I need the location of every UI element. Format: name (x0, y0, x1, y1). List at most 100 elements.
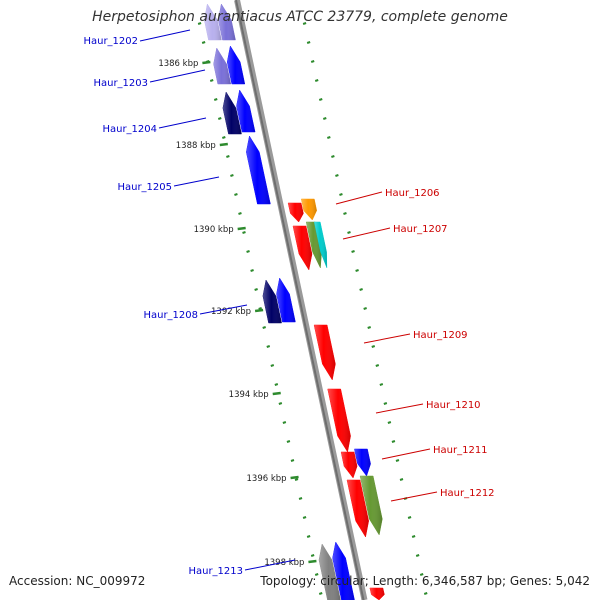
gene-haur-1206b-arrow[interactable] (300, 198, 317, 221)
gene-haur-1202-arrow[interactable] (204, 3, 222, 41)
reverse-gene-label[interactable]: Haur_1206 (385, 188, 440, 199)
major-tick (219, 142, 228, 147)
forward-minor-tick (270, 364, 275, 367)
gene-haur-1211b-arrow[interactable] (354, 448, 371, 477)
reverse-minor-tick (314, 79, 319, 82)
reverse-minor-tick (351, 250, 355, 253)
forward-minor-tick (278, 402, 283, 405)
forward-gene-label[interactable]: Haur_1205 (117, 182, 172, 193)
gene-haur-1207c-arrow[interactable] (313, 221, 328, 269)
reverse-minor-tick (371, 345, 376, 348)
forward-minor-tick (238, 212, 242, 215)
major-tick (272, 391, 281, 396)
accession-value: NC_009972 (76, 574, 146, 588)
gene-haur-1203-arrow[interactable] (213, 47, 232, 85)
map-title: Herpetosiphon aurantiacus ATCC 23779, co… (92, 9, 508, 25)
reverse-minor-tick (411, 535, 416, 538)
forward-minor-tick (254, 288, 258, 291)
forward-minor-tick (298, 497, 303, 500)
gene-haur-1214-arrow[interactable] (369, 587, 385, 600)
reverse-minor-tick (339, 193, 343, 196)
reverse-minor-tick (318, 98, 323, 101)
forward-leader-line (244, 559, 296, 571)
major-tick (202, 60, 211, 65)
gene-haur-1208-arrow[interactable] (262, 279, 282, 324)
reverse-gene-label[interactable]: Haur_1207 (393, 224, 448, 235)
gene-haur-1209-arrow[interactable] (313, 324, 336, 381)
reverse-gene-label[interactable]: Haur_1212 (440, 488, 495, 499)
gene-haur-1213-arrow[interactable] (318, 543, 341, 600)
position-tick-label: 1390 kbp (194, 225, 234, 235)
gene-arrow-shading (306, 222, 322, 268)
gene-arrow-shading (347, 480, 369, 537)
gene-arrow-shading (327, 389, 351, 452)
gene-arrow-shading (246, 136, 271, 204)
reverse-minor-tick (399, 478, 404, 481)
forward-minor-tick (250, 269, 254, 272)
reverse-minor-tick (419, 573, 424, 576)
reverse-minor-tick (387, 421, 392, 424)
forward-gene-label[interactable]: Haur_1208 (143, 310, 198, 321)
accession-label: Accession: (9, 574, 73, 588)
reverse-gene-label[interactable]: Haur_1211 (433, 445, 488, 456)
forward-gene-label[interactable]: Haur_1202 (83, 36, 138, 47)
reverse-minor-tick (379, 383, 384, 386)
length-value: 6,346,587 bp (421, 574, 502, 588)
forward-minor-tick (286, 440, 291, 443)
reverse-minor-tick (327, 136, 331, 139)
forward-leader-line (149, 69, 206, 83)
gene-haur-1206-arrow[interactable] (287, 202, 304, 223)
gene-haur-1207b-arrow[interactable] (305, 221, 322, 269)
forward-minor-tick (314, 573, 319, 576)
reverse-leader-line (363, 333, 411, 344)
backbone-line-shade (235, 0, 365, 600)
forward-minor-tick (246, 250, 250, 253)
gene-haur-1210-arrow[interactable] (327, 388, 351, 453)
forward-gene-label[interactable]: Haur_1213 (188, 566, 243, 577)
gene-haur-1212b-arrow[interactable] (359, 475, 383, 536)
reverse-leader-line (342, 227, 391, 240)
reverse-minor-tick (395, 459, 400, 462)
forward-minor-tick (213, 98, 218, 101)
major-tick (290, 475, 299, 480)
forward-minor-tick (290, 459, 295, 462)
reverse-gene-label[interactable]: Haur_1210 (426, 400, 481, 411)
position-tick-label: 1392 kbp (211, 307, 251, 317)
forward-gene-label[interactable]: Haur_1203 (93, 78, 148, 89)
gene-arrow-shading (354, 449, 371, 476)
forward-gene-label[interactable]: Haur_1204 (102, 124, 157, 135)
position-tick-label: 1386 kbp (158, 59, 198, 69)
reverse-minor-tick (335, 174, 339, 177)
forward-leader-line (199, 304, 248, 315)
forward-minor-tick (262, 326, 267, 329)
gene-haur-1212-arrow[interactable] (346, 479, 369, 538)
reverse-minor-tick (423, 592, 428, 595)
major-tick (237, 226, 246, 231)
reverse-minor-tick (310, 60, 315, 63)
gene-haur-1202b-arrow[interactable] (218, 3, 236, 41)
forward-minor-tick (282, 421, 287, 424)
position-tick-label: 1388 kbp (176, 141, 216, 151)
position-tick-label: 1396 kbp (247, 474, 287, 484)
gene-haur-1205-arrow[interactable] (246, 135, 271, 205)
gene-haur-1203b-arrow[interactable] (226, 45, 246, 85)
gene-haur-1208b-arrow[interactable] (276, 277, 296, 323)
gene-arrow-shading (369, 588, 385, 600)
reverse-leader-line (375, 403, 424, 414)
gene-haur-1211-arrow[interactable] (340, 451, 358, 479)
forward-minor-tick (274, 383, 279, 386)
forward-minor-tick (310, 554, 315, 557)
gene-haur-1204-arrow[interactable] (222, 91, 242, 135)
gene-haur-1204b-arrow[interactable] (236, 89, 256, 133)
reverse-gene-label[interactable]: Haur_1209 (413, 330, 468, 341)
forward-minor-tick (306, 535, 311, 538)
gene-arrow-shading (288, 203, 304, 222)
gene-haur-1207-arrow[interactable] (292, 225, 313, 271)
reverse-leader-line (390, 491, 438, 502)
gene-arrow-shading (213, 48, 231, 84)
reverse-minor-tick (355, 269, 359, 272)
forward-minor-tick (209, 79, 214, 82)
gene-arrow-shading (276, 278, 296, 322)
gene-haur-1213b-arrow[interactable] (332, 541, 355, 600)
